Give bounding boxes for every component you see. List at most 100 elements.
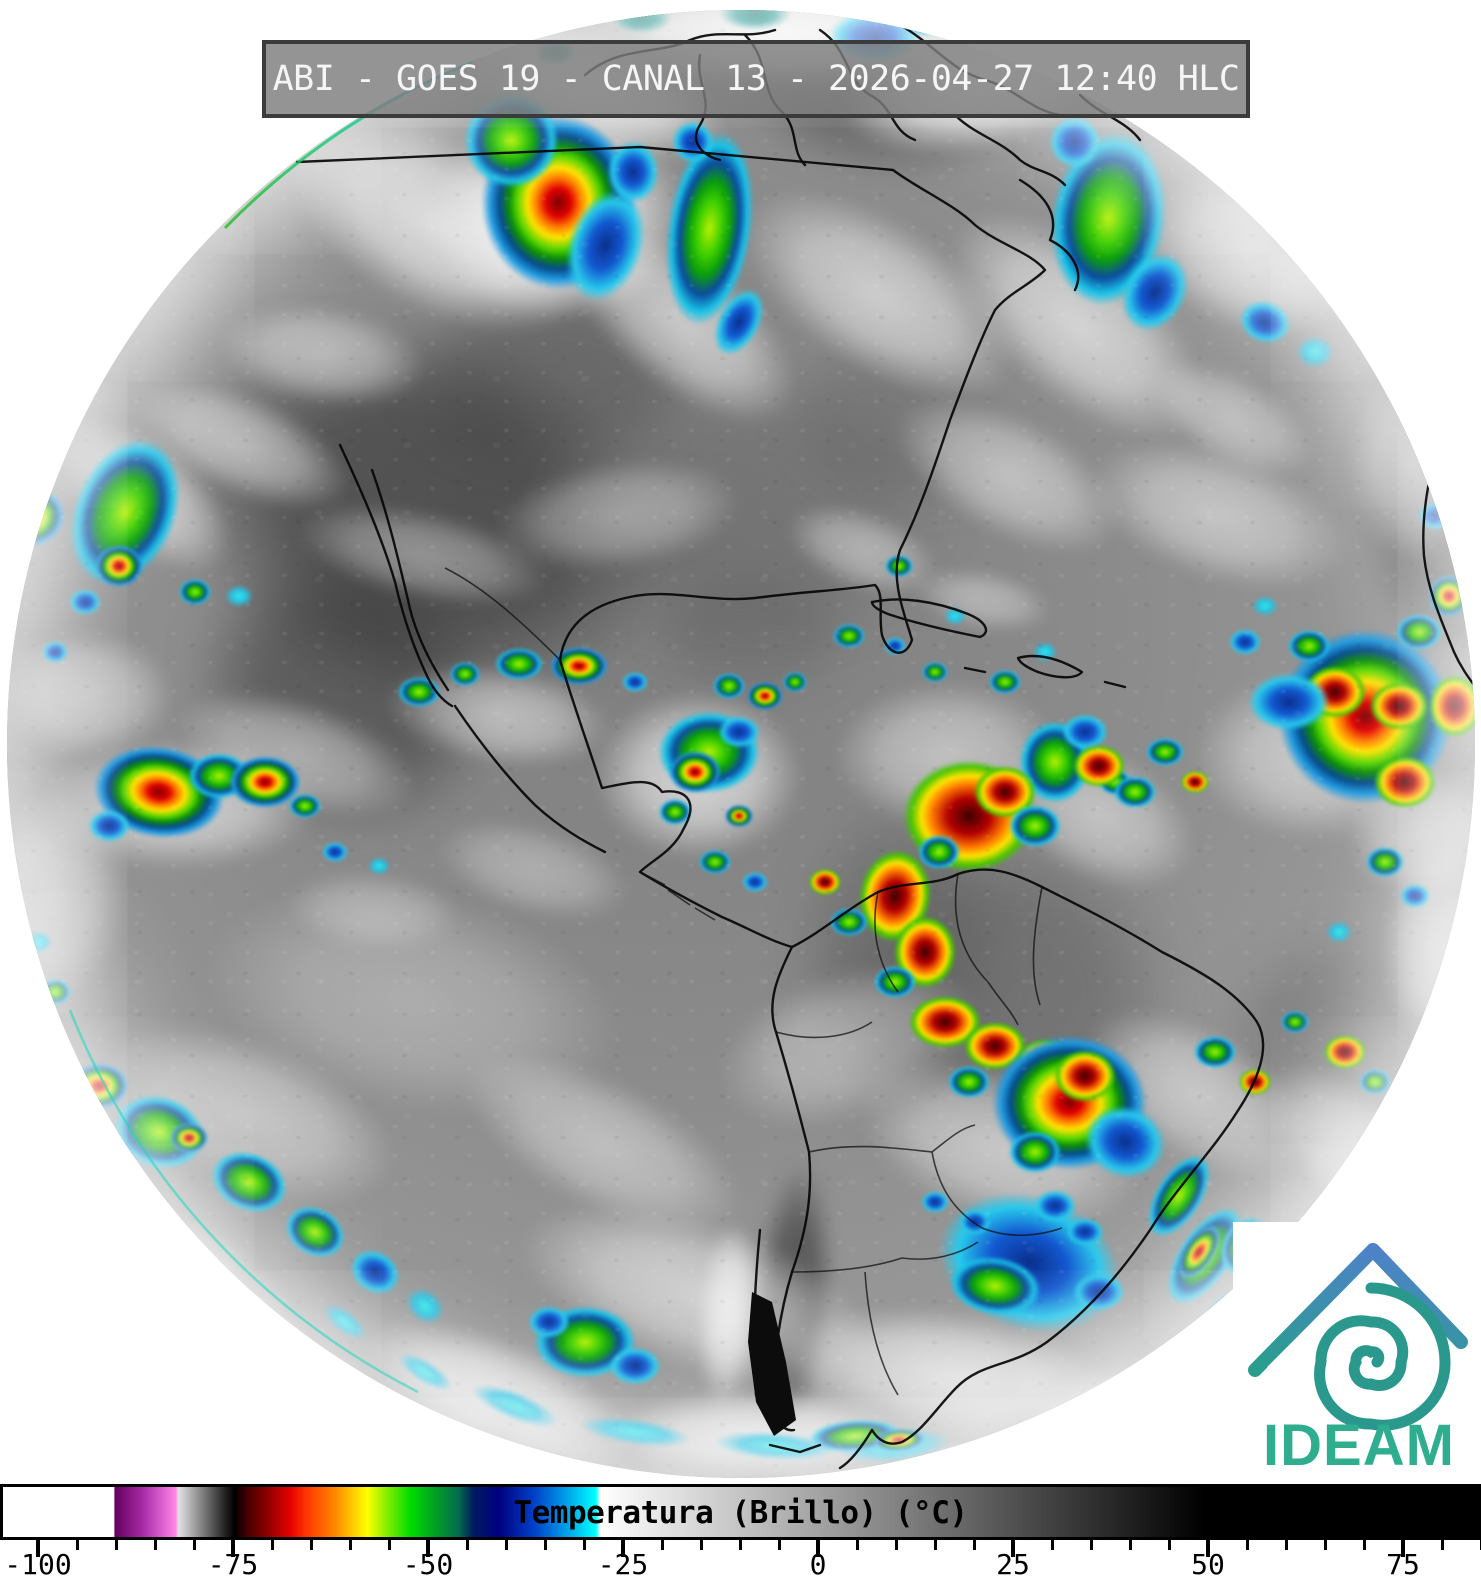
convective-cell (450, 662, 480, 686)
convective-cell (699, 850, 731, 874)
convective-cell (1248, 673, 1330, 731)
convective-cell (550, 647, 608, 685)
convective-cell (528, 1306, 570, 1338)
convective-cell (622, 672, 648, 692)
colorbar-tick (36, 1540, 40, 1557)
convective-cell (899, 10, 951, 36)
colorbar-tick (582, 1540, 586, 1550)
convective-cell (1374, 756, 1436, 808)
cloud-blob (1348, 370, 1475, 560)
colorbar-tick (153, 1540, 157, 1550)
convective-cell (1114, 776, 1156, 808)
convective-cell (921, 1191, 949, 1213)
colorbar-tick (348, 1540, 352, 1550)
convective-cell (1288, 630, 1330, 662)
convective-cell (70, 1063, 128, 1109)
convective-cell (610, 10, 672, 33)
colorbar-tick (621, 1540, 625, 1557)
colorbar-tick (894, 1540, 898, 1550)
colorbar-tick (231, 1540, 235, 1557)
convective-cell (989, 670, 1021, 694)
convective-cell (1073, 745, 1125, 787)
convective-cell (1066, 1218, 1104, 1246)
convective-cell (830, 908, 868, 936)
colorbar-tick (1167, 1540, 1171, 1550)
patagonia-dark-terrain (748, 1292, 796, 1436)
convective-cell (885, 555, 913, 577)
colorbar-tick-label: -25 (597, 1548, 649, 1577)
colorbar-tick (504, 1540, 508, 1550)
convective-cell (42, 641, 68, 663)
colorbar: Temperatura (Brillo) (°C) -100 -75 -50 -25 0… (0, 1484, 1481, 1577)
colorbar-tick (1050, 1540, 1054, 1550)
convective-cell (69, 589, 101, 615)
earth-full-disk (7, 10, 1475, 1478)
convective-cell (742, 872, 768, 892)
convective-cell (669, 751, 721, 793)
convective-cell (607, 141, 659, 203)
colorbar-tick (1362, 1540, 1366, 1550)
coastlines-overlay (68, 23, 1475, 1470)
convective-cell (783, 672, 807, 692)
border-paths (444, 567, 1063, 1396)
product-title-bar: ABI - GOES 19 - CANAL 13 - 2026-04-27 12… (262, 40, 1250, 118)
colorbar-tick (699, 1540, 703, 1550)
colorbar-tick (387, 1540, 391, 1550)
colorbar-tick (1206, 1540, 1210, 1557)
convective-cell (322, 842, 348, 862)
convective-cell (659, 799, 691, 825)
convective-cell (1229, 629, 1261, 655)
colorbar-tick (1479, 1540, 1481, 1550)
convective-cell (1073, 1273, 1125, 1311)
convective-cell (1428, 575, 1470, 617)
convective-cell (88, 810, 130, 842)
convective-cell (959, 1209, 991, 1235)
colorbar-tick (933, 1540, 937, 1550)
convective-cell (1296, 336, 1334, 368)
ideam-logo: IDEAM (1233, 1222, 1481, 1482)
colorbar-tick (1401, 1540, 1405, 1557)
colorbar-tick (777, 1540, 781, 1550)
convective-cell (922, 662, 948, 682)
colorbar-tick (1440, 1540, 1444, 1550)
limb-fringe-lower-left (68, 1009, 419, 1394)
convective-cell (7, 485, 65, 547)
colorbar-tick (738, 1540, 742, 1550)
colorbar-tick (972, 1540, 976, 1550)
convective-cell (1252, 596, 1278, 616)
ideam-logo-graphic: IDEAM (1248, 1243, 1468, 1478)
convective-cell (229, 756, 301, 808)
convective-cell (179, 579, 211, 605)
convective-cell (398, 677, 440, 707)
convective-cell (170, 1123, 208, 1153)
convective-cell (1281, 1011, 1309, 1033)
colorbar-tick (660, 1540, 664, 1550)
colorbar-tick (816, 1540, 820, 1557)
land-shade-blob (645, 570, 865, 700)
convective-cell (289, 794, 321, 818)
colorbar-tick (1128, 1540, 1132, 1550)
convective-cell (1324, 1035, 1366, 1069)
colorbar-tick (309, 1540, 313, 1550)
convective-cell (609, 1347, 661, 1385)
colorbar-tick-label: 25 (996, 1548, 1030, 1577)
convective-cell (1034, 1190, 1076, 1222)
convective-cell (1009, 805, 1061, 847)
colorbar-tick (114, 1540, 118, 1550)
convective-cell (918, 835, 960, 869)
convective-cell (1429, 675, 1475, 737)
colorbar-tick (1284, 1540, 1288, 1550)
cloud-blob (7, 630, 173, 760)
colorbar-tick (1323, 1540, 1327, 1550)
colorbar-tick (465, 1540, 469, 1550)
colorbar-tick (1011, 1540, 1015, 1557)
convective-cell (747, 682, 783, 710)
colorbar-gradient: Temperatura (Brillo) (°C) (0, 1484, 1481, 1540)
colorbar-tick (270, 1540, 274, 1550)
convective-cell (1194, 1036, 1236, 1068)
convective-cell (809, 869, 841, 895)
convective-cell (725, 805, 753, 827)
colorbar-tick (192, 1540, 196, 1550)
colorbar-title: Temperatura (Brillo) (°C) (513, 1495, 968, 1531)
